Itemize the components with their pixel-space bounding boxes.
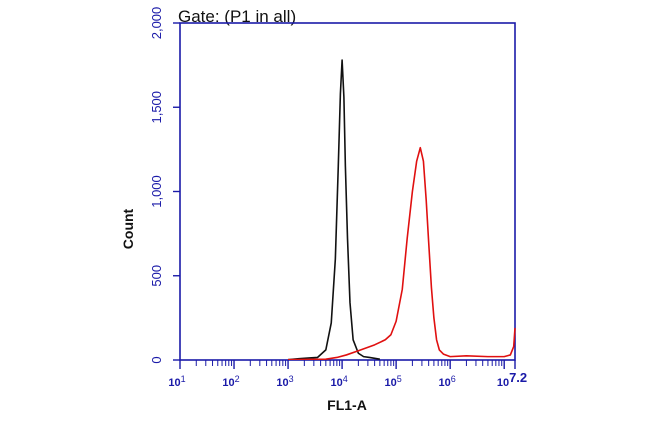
x-tick-label: 104 [330, 374, 347, 389]
y-tick-label: 500 [149, 265, 164, 287]
plot-area: 0 500 1,000 1,500 2,000 101 102 103 104 105 106 107… [149, 7, 527, 389]
y-tick-label: 1,000 [149, 175, 164, 208]
x-tick-label: 106 [439, 374, 456, 389]
series-line-red [288, 146, 516, 360]
chart-title: Gate: (P1 in all) [178, 7, 296, 26]
x-tick-label: 101 [168, 374, 185, 389]
y-tick-label: 0 [149, 356, 164, 363]
x-tick-label: 103 [276, 374, 293, 389]
y-tick-label: 2,000 [149, 7, 164, 40]
y-axis-label: Count [120, 208, 136, 249]
plot-frame [179, 22, 516, 361]
series-line-black [287, 59, 380, 360]
x-tick-label: 102 [222, 374, 239, 389]
x-tick-label: 107.2 [497, 370, 527, 389]
y-tick-label: 1,500 [149, 91, 164, 124]
x-axis-label: FL1-A [327, 397, 367, 413]
x-tick-label: 105 [384, 374, 401, 389]
